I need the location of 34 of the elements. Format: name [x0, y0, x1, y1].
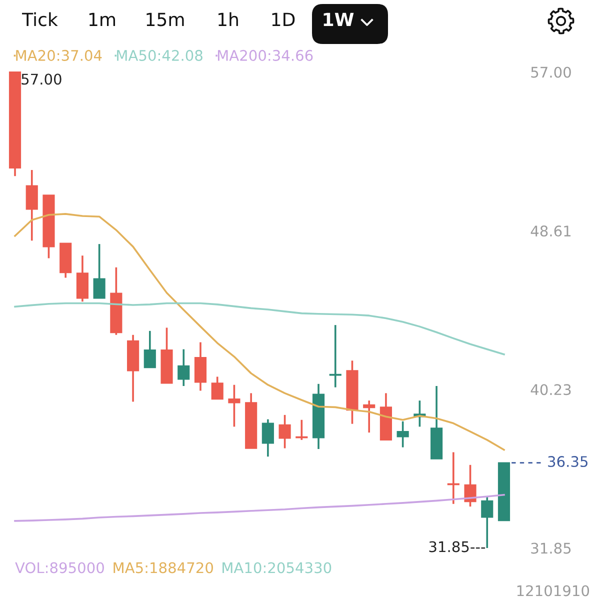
y-tick-label: 57.00	[531, 66, 571, 78]
legend-label: MA20:37.04	[16, 50, 102, 61]
text: 1m	[89, 12, 116, 26]
candlestick	[464, 464, 476, 508]
legend-label: MA50:42.08	[117, 50, 202, 61]
candlestick	[278, 414, 291, 450]
text: VOL:895000	[15, 562, 104, 574]
candlestick	[93, 243, 106, 300]
y-tick-label: 40.23	[530, 384, 571, 396]
candlestick	[228, 384, 240, 428]
candlestick	[178, 348, 190, 387]
legend-label: MA200:34.66	[218, 50, 313, 61]
annotation: 31.85---	[429, 541, 486, 552]
text: 12101910	[517, 585, 590, 596]
candlestick	[363, 400, 376, 434]
line-series	[14, 213, 505, 451]
candlestick	[262, 418, 274, 458]
text: Tick	[22, 12, 58, 26]
annotation: 57.00	[22, 74, 62, 85]
candlestick	[329, 324, 342, 388]
ref-line-label: 36.35	[548, 456, 588, 468]
candlestick	[396, 420, 409, 448]
line-series	[14, 302, 505, 356]
candlestick	[211, 376, 224, 400]
text: 15m	[146, 12, 184, 26]
y-tick-label: 31.85	[531, 542, 571, 554]
candlestick	[26, 169, 38, 242]
text: 1W	[324, 12, 354, 26]
y-tick-label: 48.61	[530, 226, 571, 237]
text: 1D	[272, 12, 295, 26]
text: 1h	[218, 12, 238, 26]
candlestick	[144, 330, 156, 369]
text: MA10:2054330	[222, 562, 332, 574]
text: MA5:1884720	[114, 562, 213, 574]
